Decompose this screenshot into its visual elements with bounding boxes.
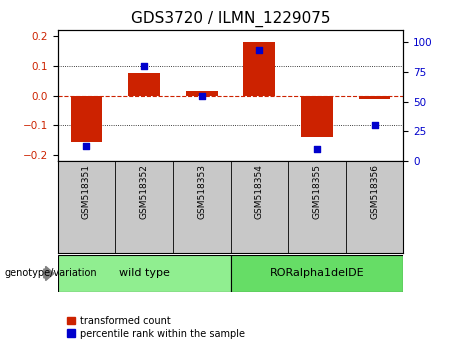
Title: GDS3720 / ILMN_1229075: GDS3720 / ILMN_1229075 <box>131 11 330 27</box>
Point <box>255 47 263 53</box>
Text: GSM518355: GSM518355 <box>313 164 321 219</box>
Text: genotype/variation: genotype/variation <box>5 268 97 279</box>
Point <box>198 93 206 98</box>
Bar <box>71 96 102 142</box>
Text: GSM518353: GSM518353 <box>197 164 206 219</box>
Bar <box>230 255 403 292</box>
Point <box>140 63 148 69</box>
Text: GSM518354: GSM518354 <box>255 164 264 219</box>
Legend: transformed count, percentile rank within the sample: transformed count, percentile rank withi… <box>67 316 245 338</box>
Point <box>371 122 378 128</box>
Bar <box>359 96 390 98</box>
Bar <box>186 91 218 96</box>
Text: RORalpha1delDE: RORalpha1delDE <box>270 268 364 279</box>
Text: wild type: wild type <box>118 268 170 279</box>
Bar <box>58 255 230 292</box>
Point <box>83 143 90 148</box>
Text: GSM518351: GSM518351 <box>82 164 91 219</box>
Bar <box>301 96 333 137</box>
Point <box>313 146 321 152</box>
Bar <box>243 42 275 96</box>
Bar <box>128 73 160 96</box>
Text: GSM518352: GSM518352 <box>140 164 148 219</box>
Text: GSM518356: GSM518356 <box>370 164 379 219</box>
